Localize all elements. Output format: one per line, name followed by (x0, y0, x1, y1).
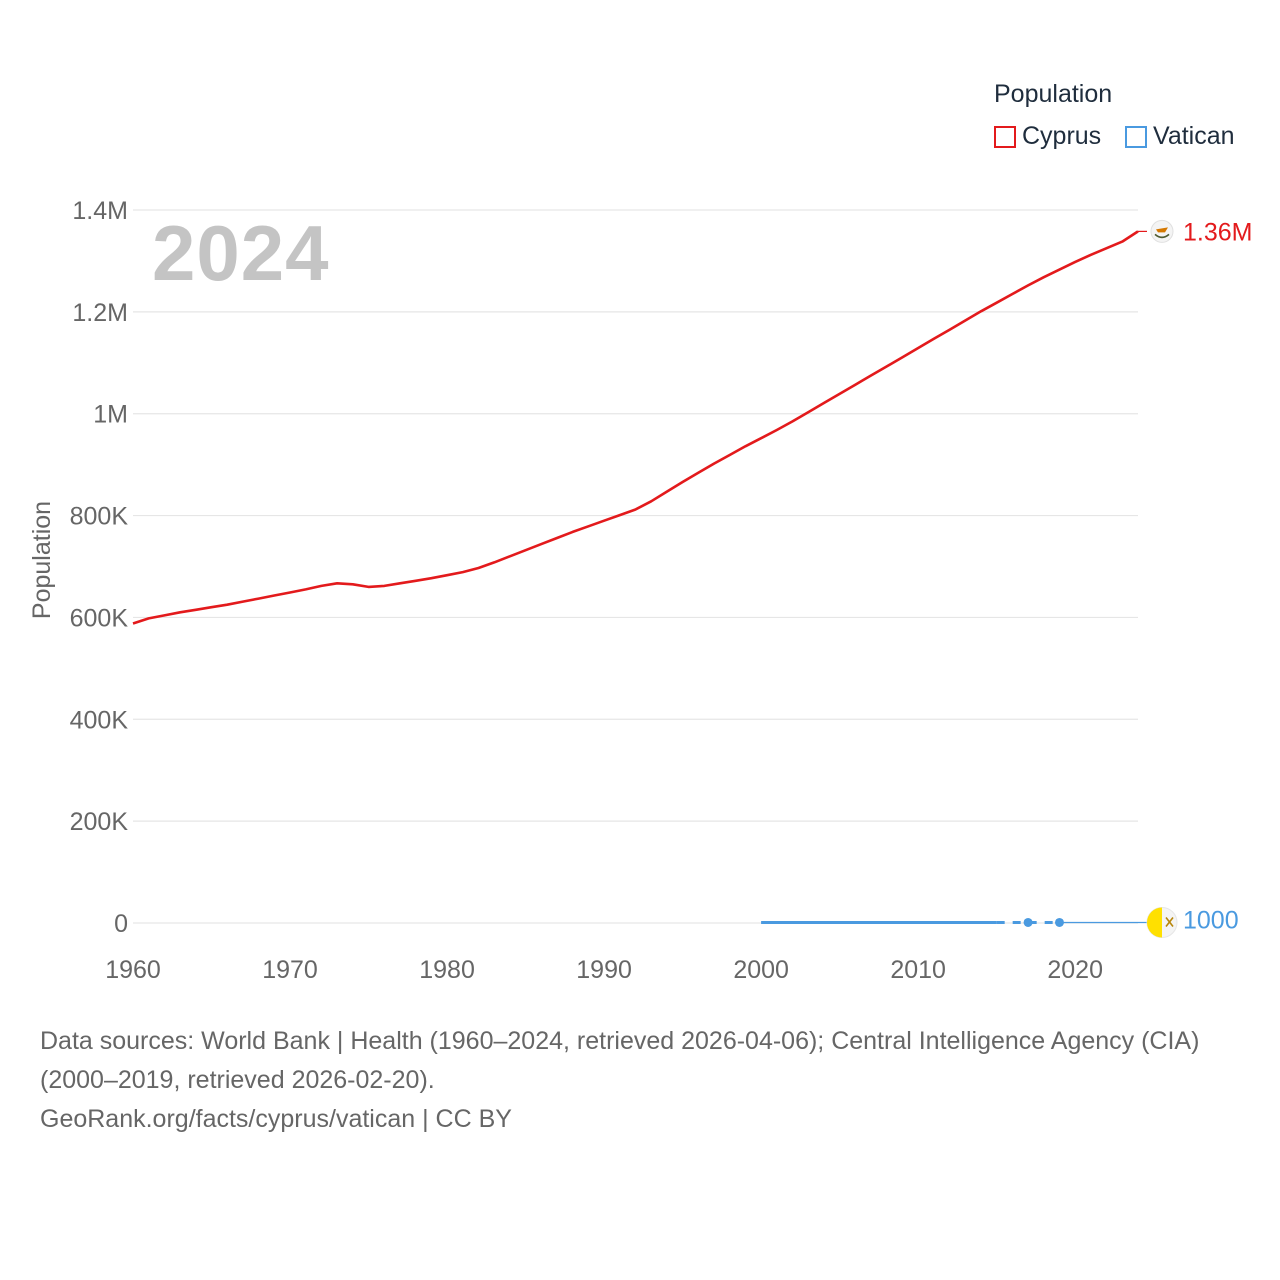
series-line-cyprus[interactable] (132, 230, 1139, 625)
series-end-labels: 1.36M 1000 (1059, 218, 1252, 938)
y-tick-label: 1.4M (72, 197, 128, 225)
vatican-end-value: 1000 (1183, 906, 1239, 934)
cyprus-end-value: 1.36M (1183, 218, 1252, 246)
x-tick-label: 2010 (890, 956, 946, 984)
cyprus-flag-icon (1150, 219, 1174, 243)
y-axis-ticks: 0 200K 400K 600K 800K 1M 1.2M 1.4M (70, 197, 129, 938)
x-tick-label: 1990 (576, 956, 632, 984)
legend-label-vatican: Vatican (1153, 122, 1235, 150)
credit-text[interactable]: GeoRank.org/facts/cyprus/vatican | CC BY (40, 1105, 512, 1133)
grid-lines (133, 209, 1138, 924)
year-watermark: 2024 (152, 209, 330, 297)
y-tick-label: 800K (70, 503, 129, 531)
legend-title: Population (994, 80, 1113, 108)
y-tick-label: 600K (70, 604, 129, 632)
y-tick-label: 200K (70, 808, 129, 836)
y-tick-label: 1.2M (72, 299, 128, 327)
x-tick-label: 2000 (733, 956, 789, 984)
y-tick-label: 400K (70, 706, 129, 734)
vatican-data-point[interactable] (1023, 917, 1033, 927)
x-tick-label: 1970 (262, 956, 318, 984)
y-axis-label: Population (28, 501, 56, 619)
legend-item-cyprus[interactable]: Cyprus (994, 122, 1101, 151)
legend-label-cyprus: Cyprus (1022, 122, 1102, 150)
x-axis-ticks: 1960 1970 1980 1990 2000 2010 2020 (105, 956, 1103, 984)
data-sources-footer: Data sources: World Bank | Health (1960–… (40, 1022, 1250, 1139)
x-tick-label: 1960 (105, 956, 161, 984)
legend-swatch-cyprus (994, 125, 1016, 148)
sources-text: Data sources: World Bank | Health (1960–… (40, 1027, 1200, 1094)
legend-item-vatican[interactable]: Vatican (1125, 122, 1235, 151)
vatican-flag-icon (1146, 906, 1178, 938)
x-tick-label: 2020 (1047, 956, 1103, 984)
y-tick-label: 0 (114, 910, 128, 938)
y-tick-label: 1M (93, 401, 128, 429)
population-chart: 0 200K 400K 600K 800K 1M 1.2M 1.4M 1960 1970 1980… (28, 197, 1252, 984)
x-tick-label: 1980 (419, 956, 475, 984)
legend-swatch-vatican (1125, 125, 1147, 148)
series-lines (132, 230, 1139, 927)
